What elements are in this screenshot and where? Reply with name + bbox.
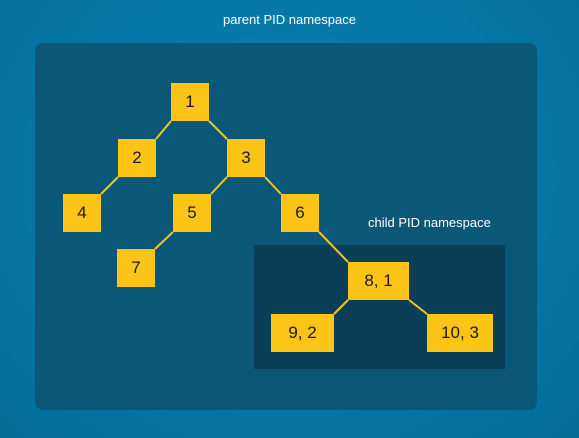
edge-n3-n5 [210, 176, 228, 195]
process-node-n7: 7 [117, 249, 155, 287]
process-node-n5: 5 [173, 194, 211, 232]
process-node-n1: 1 [171, 83, 209, 121]
process-node-n3: 3 [227, 139, 265, 177]
edge-n1-n2 [155, 120, 172, 140]
child-namespace-label: child PID namespace [368, 215, 491, 230]
process-node-n2: 2 [118, 139, 156, 177]
process-node-n6: 6 [281, 194, 319, 232]
edge-n6-n8 [318, 231, 349, 263]
process-node-n10: 10, 3 [427, 314, 493, 352]
edge-n8-n9 [333, 299, 349, 315]
edge-n5-n7 [154, 231, 174, 250]
edge-n1-n3 [208, 120, 228, 140]
edge-n3-n6 [264, 176, 282, 195]
edge-n2-n4 [100, 176, 119, 195]
parent-namespace-label: parent PID namespace [223, 12, 356, 27]
process-node-n8: 8, 1 [348, 262, 409, 300]
process-node-n9: 9, 2 [271, 314, 334, 352]
edge-n8-n10 [408, 299, 428, 315]
process-node-n4: 4 [63, 194, 101, 232]
